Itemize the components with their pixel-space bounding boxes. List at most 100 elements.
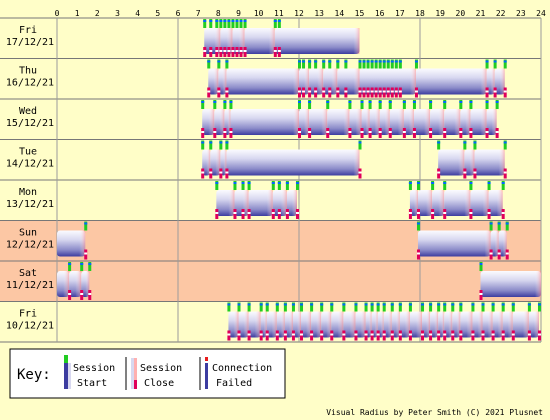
session-start-marker (348, 100, 352, 109)
session-close-marker-band (437, 171, 441, 174)
session-bar (480, 271, 541, 297)
session-close-fade (522, 311, 529, 338)
session-start-marker (443, 100, 447, 109)
session-close-fade (304, 68, 310, 95)
session-start-marker (408, 302, 412, 312)
session-close-marker-band (485, 131, 489, 133)
row-date-label: 13/12/21 (6, 199, 54, 210)
hour-tick-label: 0 (55, 9, 60, 18)
session-start-marker (239, 19, 243, 28)
session-close-marker-band (358, 90, 362, 93)
session-close-marker-band (219, 50, 223, 52)
session-start-marker (491, 302, 495, 312)
session-start-marker-band (503, 60, 507, 63)
session-start-marker (231, 19, 235, 28)
key-session-start-icon (64, 355, 71, 389)
session-close-fade (426, 190, 433, 216)
session-start-marker (390, 302, 394, 312)
session-bar (359, 68, 416, 95)
session-close-fade (424, 109, 431, 135)
session-start-marker-band (243, 20, 247, 22)
session-close-marker-band (308, 90, 312, 93)
session-close-marker-band (485, 90, 489, 93)
key-session-close-line1: Session (140, 363, 182, 374)
session-start-marker (370, 302, 374, 312)
session-close-marker-band (421, 333, 425, 336)
session-start-marker-band (362, 60, 366, 63)
session-start-marker (223, 100, 227, 109)
session-start-marker-band (511, 303, 515, 306)
session-start-marker (390, 59, 394, 69)
session-close-marker-band (277, 212, 281, 214)
session-close-marker-band (370, 90, 374, 93)
session-close-marker-band (390, 333, 394, 336)
session-start-marker (241, 181, 245, 190)
session-close-marker-band (491, 333, 495, 336)
session-close-fade (213, 68, 219, 95)
session-close-marker-band (416, 252, 420, 255)
session-close-fade (408, 109, 414, 135)
session-start-marker (421, 302, 425, 312)
session-start-marker-band (416, 182, 420, 184)
session-close-marker-band (429, 333, 433, 336)
session-start-marker (388, 100, 392, 109)
session-start-marker-band (366, 60, 370, 63)
key-connection-failed-line1: Connection (212, 363, 272, 374)
session-close-marker-band (497, 252, 501, 255)
session-start-marker-band (277, 20, 281, 22)
hour-tick-label: 5 (155, 9, 160, 18)
session-start-marker (217, 59, 221, 69)
session-start-marker-band (84, 222, 88, 225)
session-start-marker-band (247, 303, 251, 306)
session-close-fade (413, 190, 418, 216)
session-start-marker-band (328, 60, 332, 63)
session-start-marker-band (370, 60, 374, 63)
session-start-marker-band (473, 141, 477, 144)
key-session-start-line1: Session (73, 363, 115, 374)
session-close-marker-band (243, 50, 247, 52)
session-start-marker-band (378, 60, 382, 63)
session-start-marker-band (265, 303, 269, 306)
session-start-marker-band (207, 60, 211, 63)
key-connection-failed-icon (205, 357, 208, 389)
session-start-marker (227, 302, 231, 312)
session-close-fade (465, 109, 471, 135)
session-start-marker (235, 19, 239, 28)
session-close-fade (63, 271, 70, 297)
session-start-marker-band (295, 182, 299, 184)
session-bar (444, 190, 471, 216)
session-start-marker-band (225, 141, 229, 144)
row-date-label: 12/12/21 (6, 240, 54, 251)
session-start-marker (265, 302, 269, 312)
session-start-marker-band (364, 303, 368, 306)
session-close-fade (502, 230, 507, 257)
session-close-marker-band (314, 90, 318, 93)
session-start-marker-band (429, 303, 433, 306)
session-start-marker-band (310, 303, 314, 306)
session-start-marker-band (68, 263, 72, 265)
session-start-marker (201, 100, 205, 109)
session-start-marker-band (360, 101, 364, 103)
session-close-fade (208, 109, 215, 135)
session-close-marker-band (394, 90, 398, 93)
hour-tick-label: 22 (496, 9, 506, 18)
session-start-marker-band (273, 20, 277, 22)
session-start-marker (501, 302, 505, 312)
session-close-fade (454, 109, 461, 135)
session-close-marker-band (229, 131, 233, 133)
session-start-marker (330, 302, 334, 312)
session-start-marker-band (463, 141, 467, 144)
session-start-marker-band (298, 101, 301, 103)
session-bar (474, 149, 505, 176)
session-close-marker-band (416, 212, 420, 214)
session-start-marker-band (326, 101, 330, 103)
session-close-fade (353, 149, 360, 176)
session-start-marker-band (354, 303, 358, 306)
session-close-marker-band (348, 131, 352, 133)
session-close-fade (304, 109, 310, 135)
session-start-marker (320, 302, 324, 312)
session-start-marker-band (285, 182, 289, 184)
row-day-label: Mon (19, 187, 37, 198)
session-start-marker (471, 302, 475, 312)
session-start-marker-band (487, 182, 491, 184)
